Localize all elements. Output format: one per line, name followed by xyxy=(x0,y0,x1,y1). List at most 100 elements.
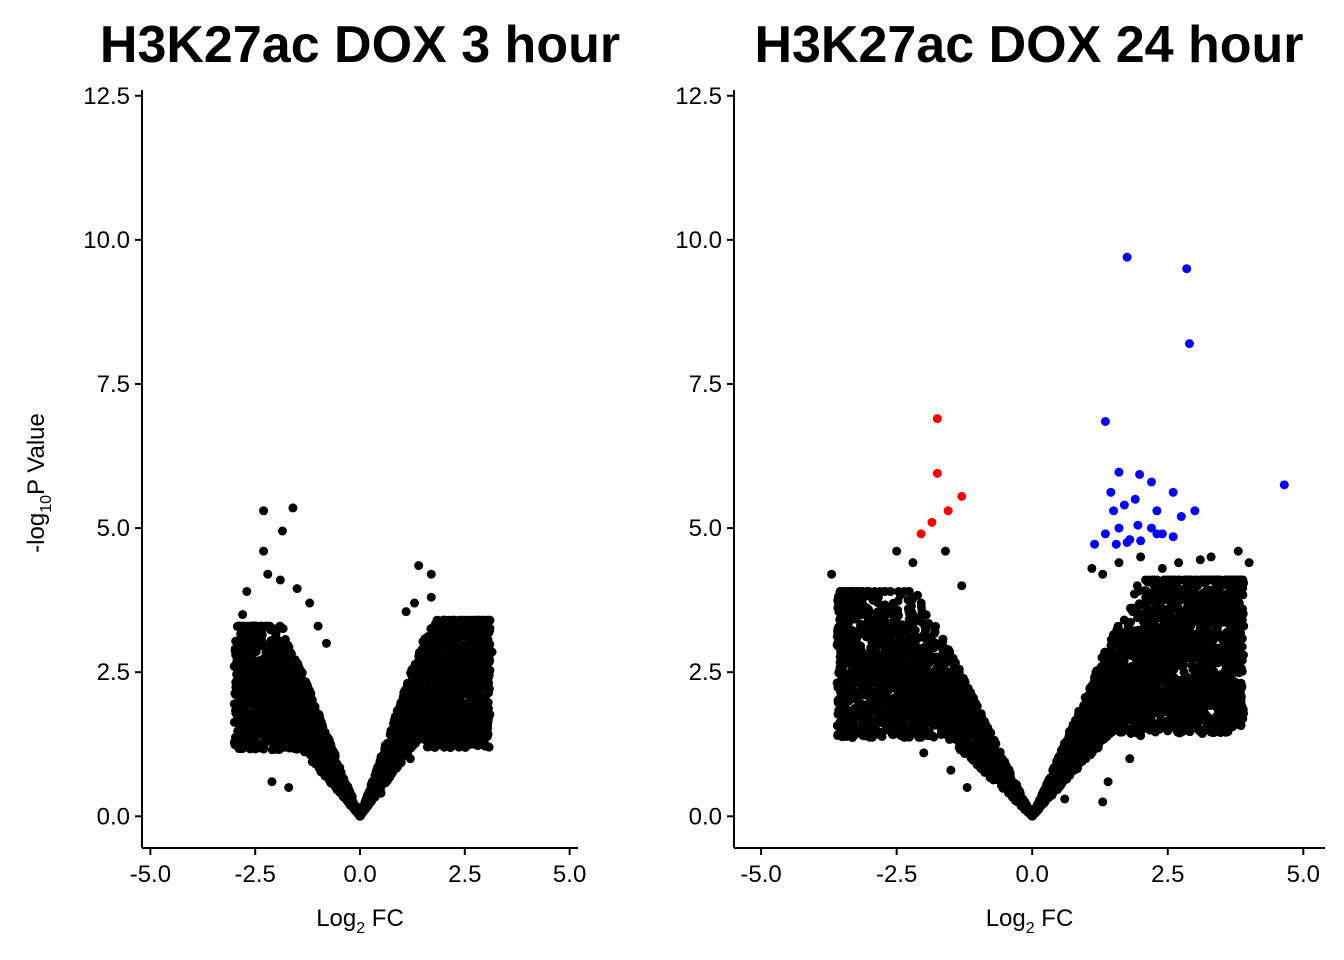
x-tick-label: -5.0 xyxy=(740,861,781,888)
data-point xyxy=(265,735,275,745)
data-point xyxy=(443,725,453,735)
data-point xyxy=(251,697,261,707)
data-point xyxy=(250,683,260,693)
data-point xyxy=(463,702,473,712)
data-point xyxy=(267,643,277,653)
data-point xyxy=(267,777,277,787)
x-tick-label: -2.5 xyxy=(876,861,917,888)
data-point xyxy=(482,718,492,728)
data-point xyxy=(285,728,295,738)
data-point xyxy=(277,526,287,536)
data-point xyxy=(246,719,256,729)
data-point xyxy=(287,694,297,704)
data-point xyxy=(401,607,411,617)
y-tick-label: 7.5 xyxy=(689,371,722,398)
data-point xyxy=(372,763,382,773)
data-point xyxy=(237,743,247,753)
data-point xyxy=(331,774,341,784)
data-point xyxy=(455,652,465,662)
data-point xyxy=(833,603,843,613)
data-point xyxy=(453,723,463,733)
data-point xyxy=(266,636,276,646)
y-tick-label: 0.0 xyxy=(97,803,130,830)
data-point xyxy=(229,699,239,709)
data-point xyxy=(405,680,415,690)
chart-panel-3h: 0.02.55.07.510.012.5-5.0 -2.5 0.0 2.5 5.0Log… xyxy=(83,83,586,937)
data-point xyxy=(260,621,270,631)
data-point xyxy=(321,638,331,648)
data-point xyxy=(242,586,252,596)
data-point xyxy=(884,652,894,662)
data-point xyxy=(904,586,914,596)
data-point xyxy=(269,744,279,754)
data-point xyxy=(285,721,295,731)
data-point xyxy=(453,731,463,741)
data-point xyxy=(435,642,445,652)
y-tick-label: 2.5 xyxy=(97,659,130,686)
data-point xyxy=(446,662,456,672)
data-point xyxy=(921,644,931,654)
data-point xyxy=(266,683,276,693)
data-point xyxy=(237,660,247,670)
data-point xyxy=(322,738,332,748)
data-point xyxy=(330,766,340,776)
data-point xyxy=(451,708,461,718)
x-axis-label-subscript: 2 xyxy=(356,920,365,937)
data-point xyxy=(430,742,440,752)
data-point xyxy=(875,705,885,715)
data-point xyxy=(442,698,452,708)
data-point xyxy=(385,755,395,765)
data-point xyxy=(480,691,490,701)
data-point xyxy=(478,682,488,692)
data-point xyxy=(426,720,436,730)
data-point xyxy=(876,600,886,610)
data-point xyxy=(261,691,271,701)
data-point xyxy=(412,684,422,694)
chart-panel-24h: 0.02.55.07.510.012.5-5.0 -2.5 0.0 2.5 5.0Log… xyxy=(675,83,1325,937)
data-point xyxy=(428,665,438,675)
data-point xyxy=(233,733,243,743)
data-point xyxy=(462,615,472,625)
x-tick-label: 2.5 xyxy=(1151,861,1184,888)
data-point xyxy=(390,715,400,725)
data-point xyxy=(383,740,393,750)
x-tick-label: 5.0 xyxy=(553,861,586,888)
data-point xyxy=(886,603,896,613)
y-tick-label: 12.5 xyxy=(675,83,722,110)
chart-title-3h: H3K27ac DOX 3 hour xyxy=(100,16,620,74)
data-point xyxy=(259,506,269,516)
point-cloud xyxy=(229,615,495,821)
data-point xyxy=(408,672,418,682)
data-point xyxy=(451,644,461,654)
data-point xyxy=(446,672,456,682)
data-point xyxy=(277,692,287,702)
data-point xyxy=(454,627,464,637)
data-point xyxy=(236,687,246,697)
data-point xyxy=(478,732,488,742)
data-point xyxy=(239,621,249,631)
data-point xyxy=(327,747,337,757)
data-point xyxy=(451,619,461,629)
data-point xyxy=(283,666,293,676)
data-point xyxy=(238,673,248,683)
data-point xyxy=(310,759,320,769)
data-point xyxy=(436,734,446,744)
x-tick-label: 5.0 xyxy=(1287,861,1320,888)
y-tick-label: 10.0 xyxy=(675,227,722,254)
data-point xyxy=(464,653,474,663)
data-point xyxy=(410,598,419,608)
data-point xyxy=(921,610,931,620)
data-point xyxy=(233,644,243,654)
data-point xyxy=(428,733,438,743)
data-point xyxy=(302,717,312,727)
data-point xyxy=(918,619,928,629)
data-point xyxy=(305,598,315,608)
data-point xyxy=(442,691,452,701)
x-tick-label: 0.0 xyxy=(343,861,376,888)
data-point xyxy=(398,698,408,708)
data-point xyxy=(457,663,467,673)
data-point xyxy=(362,794,372,804)
data-point xyxy=(426,624,436,634)
data-point xyxy=(433,671,443,681)
